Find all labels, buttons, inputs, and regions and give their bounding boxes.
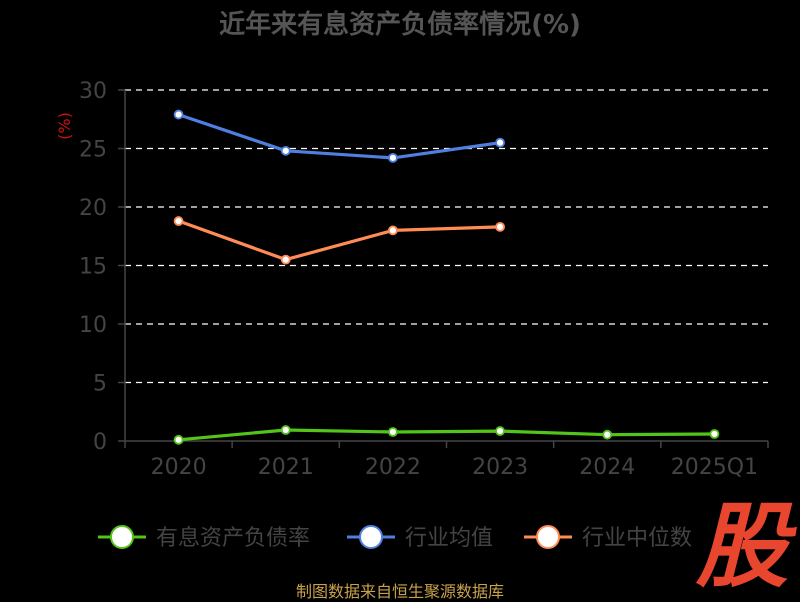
x-tick-label: 2025Q1	[671, 455, 758, 480]
y-tick-label: 5	[93, 372, 107, 397]
legend-item[interactable]: 行业均值	[347, 525, 493, 551]
legend-item[interactable]: 有息资产负债率	[98, 525, 310, 551]
grid-lines	[125, 89, 768, 384]
legend-marker	[110, 525, 134, 549]
series-line	[178, 219, 501, 262]
logo-glyph: 股	[695, 498, 797, 590]
y-tick-label: 15	[79, 255, 107, 280]
legend-item[interactable]: 行业中位数	[524, 525, 692, 551]
x-tick-label: 2021	[258, 455, 314, 480]
series-lines	[173, 109, 720, 445]
data-point	[173, 434, 184, 445]
data-point	[173, 109, 184, 120]
data-point	[280, 254, 291, 265]
y-axis-label: (%)	[55, 112, 74, 140]
legend[interactable]: 有息资产负债率 行业均值 行业中位数	[98, 525, 692, 551]
axes: 0 5 10 15 20 25 30 2020 2021 2022 2023 2024 2025Q1	[79, 79, 769, 480]
data-point	[173, 216, 184, 226]
data-point	[280, 145, 291, 156]
data-point	[388, 152, 398, 163]
y-tick-label: 20	[79, 196, 107, 221]
legend-label: 行业均值	[405, 526, 493, 551]
data-point	[495, 137, 505, 148]
chart-title: 近年来有息资产负债率情况(%)	[219, 9, 581, 40]
legend-marker	[359, 525, 383, 549]
data-point	[495, 221, 505, 232]
series-line	[178, 428, 715, 442]
legend-marker	[536, 525, 560, 549]
data-point	[280, 425, 291, 435]
data-point	[388, 225, 398, 236]
y-tick-label: 10	[79, 313, 107, 338]
data-point	[495, 426, 505, 436]
data-point	[709, 429, 720, 439]
x-tick-label: 2024	[579, 455, 635, 480]
legend-label: 有息资产负债率	[156, 526, 310, 551]
x-tick-label: 2023	[472, 455, 528, 480]
brand-logo: 股	[695, 498, 797, 590]
data-point	[388, 427, 398, 437]
y-tick-label: 25	[79, 138, 107, 163]
y-tick-label: 30	[79, 79, 107, 104]
x-tick-label: 2022	[365, 455, 421, 480]
y-tick-label: 0	[93, 430, 107, 455]
legend-label: 行业中位数	[582, 526, 692, 551]
data-point	[602, 429, 613, 440]
series-line	[178, 113, 501, 160]
source-note: 制图数据来自恒生聚源数据库	[295, 582, 504, 601]
x-tick-label: 2020	[151, 455, 207, 480]
